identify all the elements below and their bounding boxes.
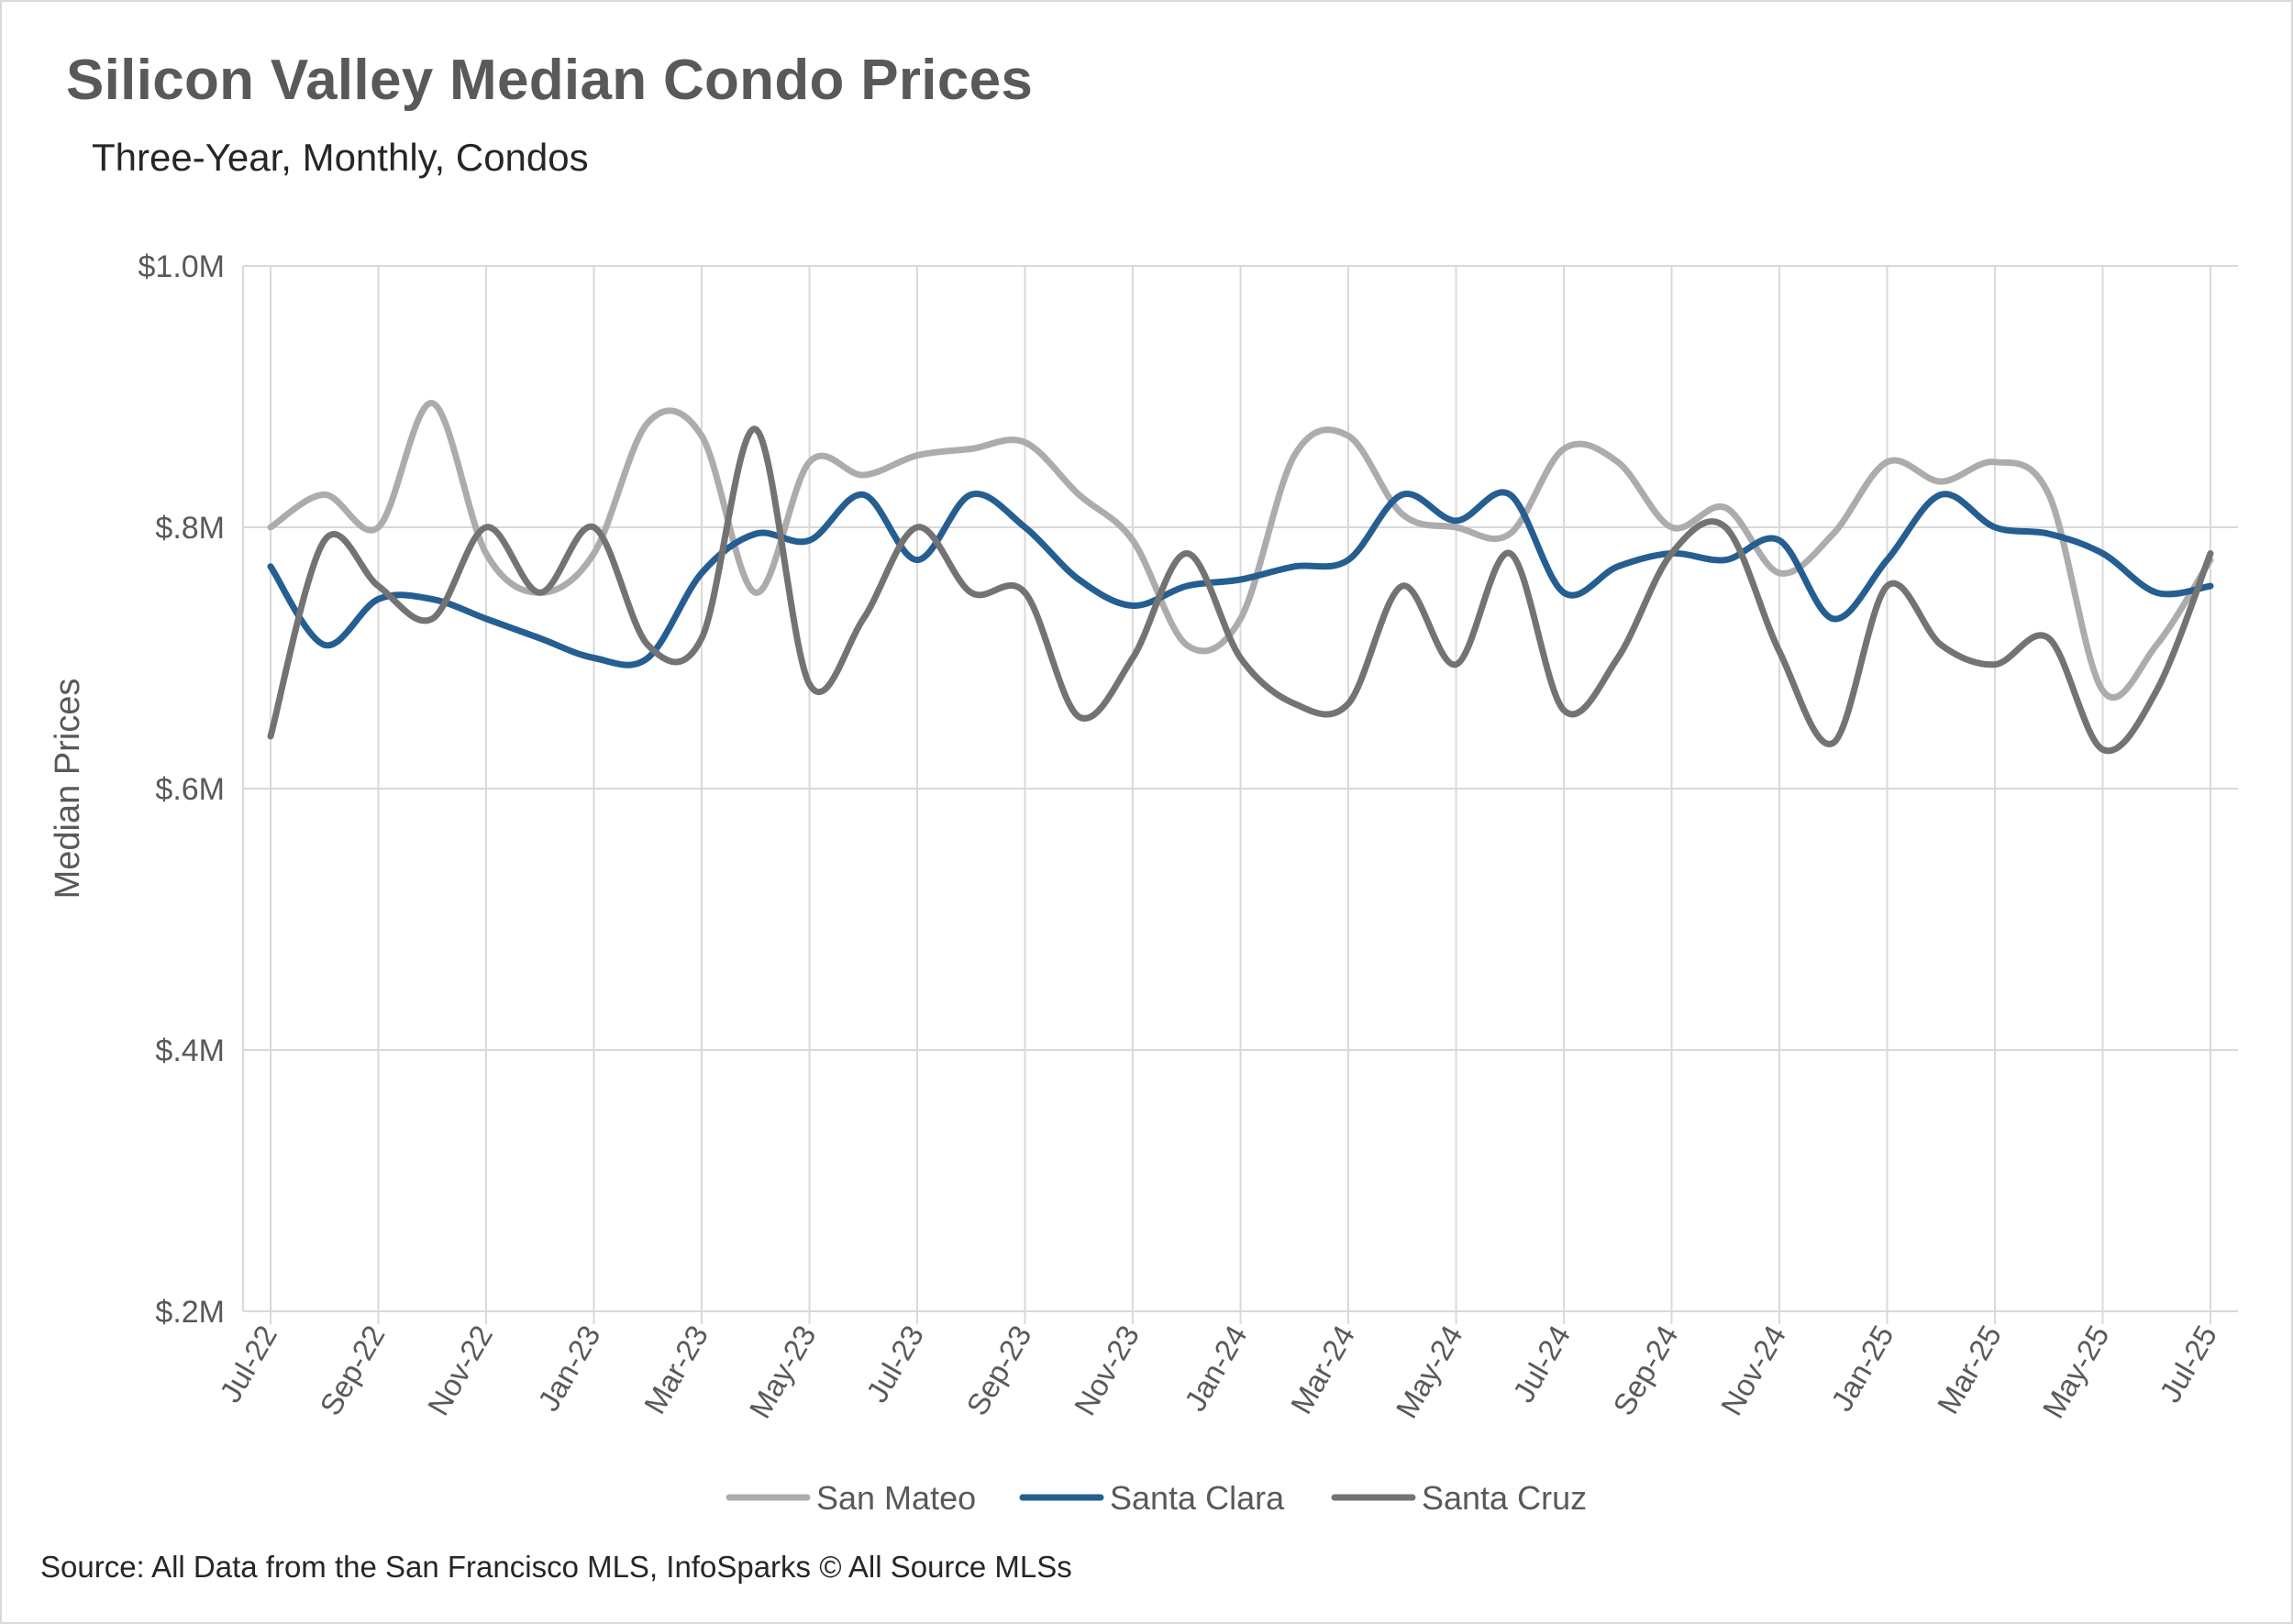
legend: San Mateo Santa Clara Santa Cruz: [726, 1479, 1587, 1517]
y-tick-label: $.8M: [155, 511, 225, 546]
x-tick-label: Mar-23: [637, 1320, 714, 1420]
legend-label-santa-clara: Santa Clara: [1110, 1479, 1285, 1517]
chart-title: Silicon Valley Median Condo Prices: [66, 49, 1034, 112]
y-tick-label: $1.0M: [138, 249, 226, 284]
y-tick-label: $.6M: [155, 772, 225, 807]
x-tick-label: Mar-24: [1284, 1320, 1361, 1420]
gridlines: [242, 265, 2238, 1324]
y-axis-title: Median Prices: [49, 679, 87, 900]
y-tick-label: $.2M: [155, 1295, 225, 1330]
source-note: Source: All Data from the San Francisco …: [40, 1550, 1072, 1584]
x-tick-label: Jul-23: [859, 1320, 930, 1408]
x-tick-label: May-24: [1389, 1320, 1468, 1424]
legend-label-san-mateo: San Mateo: [816, 1479, 976, 1517]
chart-subtitle: Three-Year, Monthly, Condos: [92, 136, 589, 179]
y-tick-labels: $.2M $.4M $.6M $.8M $1.0M: [138, 249, 226, 1330]
x-tick-label: Mar-25: [1931, 1320, 2008, 1420]
series-line-san-mateo: [267, 400, 2214, 702]
x-tick-label: Nov-24: [1714, 1320, 1792, 1421]
x-tick-label: Nov-22: [421, 1320, 499, 1421]
x-tick-label: Jul-22: [213, 1320, 283, 1408]
x-tick-label: Jan-25: [1824, 1320, 1900, 1417]
x-tick-labels: Jul-22 Sep-22 Nov-22 Jan-23 Mar-23 May-23 Jul-…: [213, 1320, 2223, 1424]
y-tick-label: $.4M: [155, 1033, 225, 1068]
legend-label-santa-cruz: Santa Cruz: [1422, 1479, 1587, 1517]
x-tick-label: Sep-23: [959, 1320, 1037, 1421]
series-line-santa-cruz: [267, 425, 2214, 755]
series-lines: [267, 400, 2214, 755]
x-tick-label: Jan-24: [1178, 1320, 1253, 1417]
x-tick-label: Jul-24: [1506, 1320, 1577, 1408]
x-tick-label: Jul-25: [2153, 1320, 2223, 1408]
x-tick-label: Sep-24: [1606, 1320, 1684, 1421]
series-line-santa-clara: [267, 489, 2214, 668]
x-tick-label: May-25: [2035, 1320, 2115, 1424]
x-tick-label: Nov-23: [1068, 1320, 1146, 1421]
x-tick-label: Sep-22: [313, 1320, 391, 1421]
x-tick-label: May-23: [742, 1320, 822, 1424]
x-tick-label: Jan-23: [531, 1320, 606, 1417]
